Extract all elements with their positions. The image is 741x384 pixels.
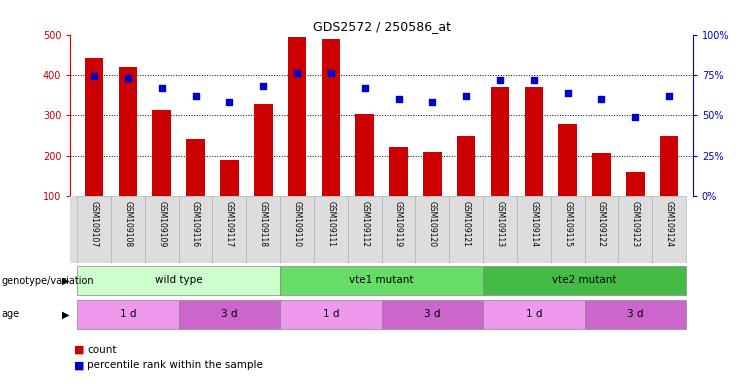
Text: 1 d: 1 d (322, 309, 339, 319)
Text: vte2 mutant: vte2 mutant (552, 275, 617, 285)
Text: ■: ■ (74, 345, 84, 355)
Bar (144, 196, 179, 263)
Text: 3 d: 3 d (627, 309, 644, 319)
Point (257, 83, 269, 89)
Text: vte1 mutant: vte1 mutant (349, 275, 414, 285)
Point (562, 89, 574, 96)
Bar (382, 300, 483, 329)
Bar (652, 196, 686, 263)
Text: percentile rank within the sample: percentile rank within the sample (87, 360, 263, 370)
Text: GSM109108: GSM109108 (124, 201, 133, 247)
Bar (619, 196, 652, 263)
Bar (246, 196, 280, 263)
Point (494, 77, 506, 83)
Bar (288, 36, 306, 196)
Bar (280, 196, 314, 263)
Bar (483, 266, 686, 295)
Point (190, 93, 202, 99)
Text: GSM109117: GSM109117 (225, 201, 234, 247)
Text: GSM109119: GSM109119 (394, 201, 403, 247)
Bar (77, 266, 280, 295)
Text: GSM109124: GSM109124 (665, 201, 674, 247)
Bar (491, 87, 509, 196)
Text: GSM109116: GSM109116 (191, 201, 200, 247)
Point (325, 70, 337, 76)
Bar (179, 300, 280, 329)
Title: GDS2572 / 250586_at: GDS2572 / 250586_at (313, 20, 451, 33)
Bar (213, 196, 246, 263)
Text: 3 d: 3 d (221, 309, 238, 319)
Bar (119, 67, 137, 196)
Bar (220, 161, 239, 196)
Bar (559, 124, 577, 196)
Text: GSM109112: GSM109112 (360, 201, 369, 247)
Bar (585, 196, 619, 263)
Bar (356, 114, 374, 196)
Text: GSM109109: GSM109109 (157, 201, 166, 247)
Point (156, 85, 167, 91)
Point (460, 93, 472, 99)
Bar (626, 172, 645, 196)
Bar (254, 104, 273, 196)
Text: GSM109120: GSM109120 (428, 201, 437, 247)
Text: GSM109122: GSM109122 (597, 201, 606, 247)
Bar (179, 196, 213, 263)
Bar (449, 196, 483, 263)
Bar (551, 196, 585, 263)
Bar (457, 136, 476, 196)
Point (596, 96, 608, 102)
Point (426, 99, 438, 105)
Bar (423, 152, 442, 196)
Text: GSM109115: GSM109115 (563, 201, 572, 247)
Bar (483, 196, 517, 263)
Point (122, 75, 134, 81)
Bar (585, 300, 686, 329)
Bar (111, 196, 144, 263)
Text: 1 d: 1 d (525, 309, 542, 319)
Point (629, 114, 641, 120)
Bar (77, 300, 179, 329)
Bar (382, 196, 416, 263)
Text: GSM109114: GSM109114 (529, 201, 539, 247)
Text: genotype/variation: genotype/variation (1, 275, 94, 286)
Bar (314, 196, 348, 263)
Point (393, 96, 405, 102)
Text: GSM109110: GSM109110 (293, 201, 302, 247)
Bar (416, 196, 449, 263)
Bar (153, 110, 171, 196)
Bar (348, 196, 382, 263)
Bar (483, 300, 585, 329)
Text: GSM109111: GSM109111 (326, 201, 336, 247)
Text: ▶: ▶ (62, 275, 69, 286)
Text: age: age (1, 309, 19, 319)
Point (359, 85, 370, 91)
Text: count: count (87, 345, 117, 355)
Point (663, 93, 675, 99)
Text: GSM109121: GSM109121 (462, 201, 471, 247)
Text: ▶: ▶ (62, 309, 69, 319)
Text: GSM109113: GSM109113 (496, 201, 505, 247)
Bar (280, 266, 483, 295)
Text: GSM109107: GSM109107 (90, 201, 99, 247)
Text: 1 d: 1 d (119, 309, 136, 319)
Bar (77, 196, 111, 263)
Point (528, 77, 539, 83)
Bar (322, 39, 340, 196)
Bar (84, 58, 104, 196)
Bar (517, 196, 551, 263)
Bar (280, 300, 382, 329)
Bar (659, 136, 679, 196)
Text: GSM109123: GSM109123 (631, 201, 639, 247)
Bar (186, 139, 205, 196)
Text: ■: ■ (74, 360, 84, 370)
Bar (389, 147, 408, 196)
Point (88, 73, 100, 79)
Point (224, 99, 236, 105)
Text: 3 d: 3 d (424, 309, 441, 319)
Bar (525, 87, 543, 196)
Point (291, 70, 303, 76)
Bar (592, 153, 611, 196)
Text: wild type: wild type (155, 275, 202, 285)
Text: GSM109118: GSM109118 (259, 201, 268, 247)
